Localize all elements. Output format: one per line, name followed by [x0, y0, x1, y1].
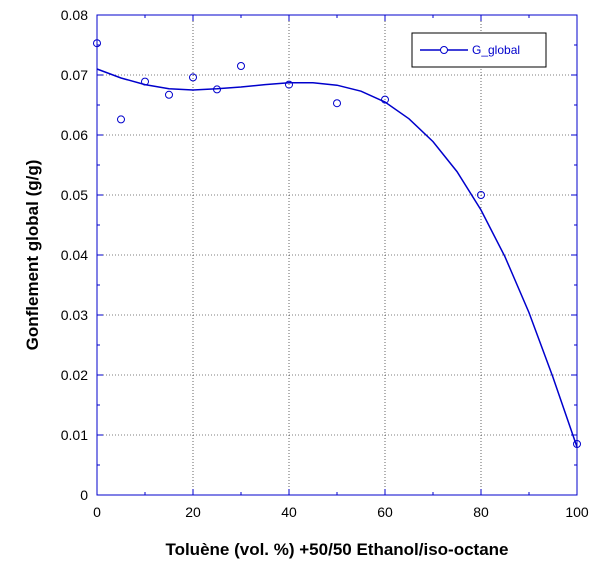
y-tick-label: 0.01 [61, 427, 88, 443]
y-tick-label: 0.04 [61, 247, 88, 263]
x-tick-labels: 0 20 40 60 80 100 [93, 504, 589, 520]
y-tick-label: 0.08 [61, 7, 88, 23]
y-axis-label: Gonflement global (g/g) [23, 160, 42, 351]
y-tick-label: 0.03 [61, 307, 88, 323]
grid [97, 15, 577, 495]
x-tick-label: 40 [281, 504, 297, 520]
x-tick-label: 100 [565, 504, 589, 520]
y-tick-label: 0.05 [61, 187, 88, 203]
data-point [573, 440, 581, 448]
data-point [141, 77, 149, 86]
data-point [189, 73, 197, 82]
legend-label: G_global [472, 43, 520, 57]
x-tick-label: 80 [473, 504, 489, 520]
y-tick-label: 0.02 [61, 367, 88, 383]
x-tick-label: 20 [185, 504, 201, 520]
x-axis-label: Toluène (vol. %) +50/50 Ethanol/iso-octa… [165, 540, 508, 559]
y-tick-labels: 0 0.01 0.02 0.03 0.04 0.05 0.06 0.07 0.08 [61, 7, 88, 503]
y-tick-label: 0.07 [61, 67, 88, 83]
ticks [96, 14, 578, 496]
legend-marker [440, 46, 448, 54]
x-tick-label: 0 [93, 504, 101, 520]
legend: G_global [411, 32, 547, 68]
x-tick-label: 60 [377, 504, 393, 520]
data-point [333, 99, 341, 108]
fit-curve [96, 68, 578, 448]
data-point [117, 115, 125, 124]
data-point [93, 39, 101, 48]
data-point [213, 85, 221, 94]
data-point [285, 80, 293, 89]
data-point [165, 90, 173, 99]
data-point [477, 191, 485, 199]
y-tick-label: 0.06 [61, 127, 88, 143]
y-tick-label: 0 [80, 487, 88, 503]
data-point [381, 95, 389, 104]
data-points [93, 39, 581, 448]
data-point [237, 62, 245, 70]
